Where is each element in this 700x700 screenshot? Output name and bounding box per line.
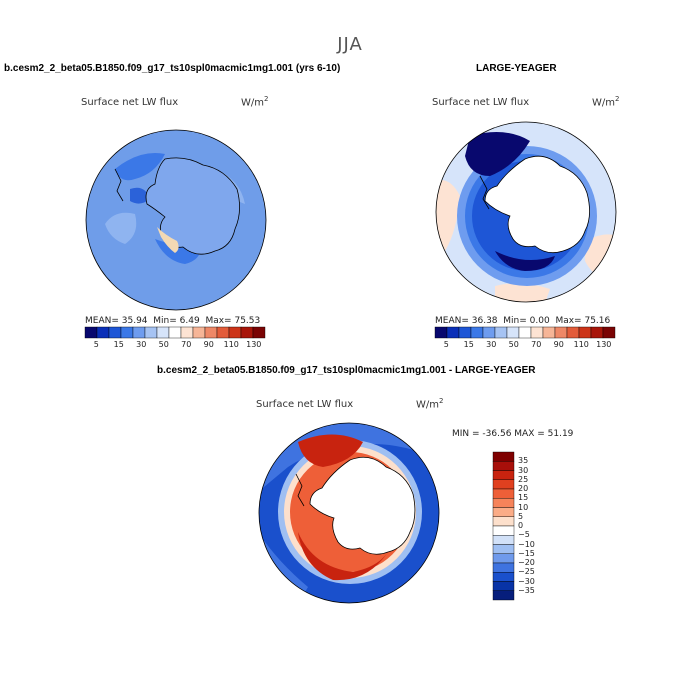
- colorbar-tick-label: 5: [93, 340, 99, 349]
- colorbar-tick-label: 130: [596, 340, 612, 349]
- diff-colorbar: [492, 451, 515, 601]
- colorbar-swatch: [156, 326, 170, 339]
- colorbar-swatch: [566, 326, 580, 339]
- colorbar-swatch: [590, 326, 604, 339]
- colorbar-swatch: [240, 326, 254, 339]
- colorbar-swatch: [168, 326, 182, 339]
- colorbar-swatch: [506, 326, 520, 339]
- colorbar-swatch: [492, 507, 515, 517]
- colorbar-tick-label: −30: [518, 576, 535, 586]
- colorbar-tick-label: 90: [553, 340, 564, 349]
- colorbar-tick-label: 5: [443, 340, 449, 349]
- colorbar-tick-label: −35: [518, 585, 535, 595]
- colorbar-swatch: [492, 562, 515, 573]
- diff-stats: MIN = -36.56 MAX = 51.19: [452, 429, 574, 439]
- colorbar-swatch: [492, 479, 515, 490]
- colorbar-swatch: [492, 590, 515, 601]
- diff-map: [258, 422, 440, 604]
- right-stats: MEAN= 36.38 Min= 0.00 Max= 75.16: [435, 316, 611, 326]
- diff-colorbar-labels: 35 30 25 20 15 10 5 0 −5 −10 −15 −20 −25 −30 −35: [518, 452, 558, 600]
- left-panel-title: b.cesm2_2_beta05.B1850.f09_g17_ts10spl0m…: [4, 63, 341, 74]
- colorbar-tick-label: −20: [518, 558, 535, 567]
- colorbar-swatch: [530, 326, 544, 339]
- colorbar-tick-label: 30: [518, 465, 529, 475]
- colorbar-tick-label: 30: [136, 340, 147, 349]
- right-units-label: W/m2: [592, 95, 620, 109]
- left-variable-label: Surface net LW flux: [81, 97, 179, 108]
- colorbar-swatch: [602, 326, 616, 339]
- colorbar-tick-label: 110: [223, 340, 239, 349]
- colorbar-tick-label: −5: [518, 530, 530, 540]
- colorbar-tick-label: −10: [518, 539, 535, 549]
- colorbar-tick-label: −15: [518, 548, 535, 558]
- colorbar-swatch: [96, 326, 110, 339]
- colorbar-tick-label: 50: [508, 340, 519, 349]
- diff-panel-title: b.cesm2_2_beta05.B1850.f09_g17_ts10spl0m…: [157, 365, 536, 376]
- colorbar-swatch: [204, 326, 218, 339]
- colorbar-tick-label: 110: [573, 340, 589, 349]
- right-variable-label: Surface net LW flux: [432, 97, 530, 108]
- colorbar-swatch: [492, 498, 515, 508]
- colorbar-swatch: [84, 326, 98, 339]
- colorbar-swatch: [180, 326, 194, 339]
- colorbar-tick-label: 70: [531, 340, 542, 349]
- main-title: JJA: [337, 34, 363, 55]
- right-colorbar-labels: 5 15 30 50 70 90 110 130: [435, 340, 615, 352]
- colorbar-tick-label: 130: [246, 340, 262, 349]
- colorbar-tick-label: 90: [203, 340, 214, 349]
- colorbar-swatch: [434, 326, 448, 339]
- colorbar-swatch: [492, 535, 515, 545]
- colorbar-tick-label: −25: [518, 567, 535, 577]
- colorbar-swatch: [470, 326, 484, 339]
- colorbar-tick-label: 15: [113, 340, 124, 349]
- colorbar-swatch: [108, 326, 122, 339]
- diff-variable-label: Surface net LW flux: [256, 399, 354, 410]
- colorbar-swatch: [492, 470, 515, 480]
- colorbar-swatch: [492, 553, 515, 564]
- colorbar-swatch: [542, 326, 556, 339]
- colorbar-tick-label: 20: [518, 484, 529, 493]
- right-colorbar: [434, 326, 616, 339]
- colorbar-tick-label: 50: [158, 340, 169, 349]
- colorbar-tick-label: 0: [518, 521, 524, 530]
- colorbar-swatch: [192, 326, 206, 339]
- colorbar-swatch: [492, 525, 515, 536]
- left-colorbar: [84, 326, 266, 339]
- colorbar-swatch: [492, 516, 515, 527]
- colorbar-tick-label: 25: [518, 474, 529, 484]
- colorbar-swatch: [492, 461, 515, 471]
- diff-units-label: W/m2: [416, 397, 444, 411]
- colorbar-swatch: [144, 326, 158, 339]
- colorbar-tick-label: 10: [518, 502, 529, 512]
- colorbar-swatch: [554, 326, 568, 339]
- left-colorbar-labels: 5 15 30 50 70 90 110 130: [85, 340, 265, 352]
- left-map: [85, 129, 267, 311]
- colorbar-swatch: [132, 326, 146, 339]
- colorbar-swatch: [494, 326, 508, 339]
- colorbar-swatch: [492, 572, 515, 582]
- left-stats: MEAN= 35.94 Min= 6.49 Max= 75.53: [85, 316, 261, 326]
- colorbar-swatch: [578, 326, 592, 339]
- colorbar-tick-label: 15: [518, 493, 529, 503]
- colorbar-swatch: [492, 451, 515, 462]
- colorbar-tick-label: 5: [518, 511, 524, 521]
- colorbar-swatch: [492, 488, 515, 499]
- colorbar-swatch: [216, 326, 230, 339]
- right-map: [435, 121, 617, 303]
- colorbar-swatch: [482, 326, 496, 339]
- colorbar-swatch: [492, 581, 515, 591]
- left-units-label: W/m2: [241, 95, 269, 109]
- colorbar-swatch: [252, 326, 266, 339]
- colorbar-tick-label: 70: [181, 340, 192, 349]
- right-panel-title: LARGE-YEAGER: [476, 63, 557, 74]
- colorbar-swatch: [120, 326, 134, 339]
- colorbar-swatch: [458, 326, 472, 339]
- colorbar-tick-label: 35: [518, 456, 529, 466]
- colorbar-swatch: [446, 326, 460, 339]
- colorbar-tick-label: 15: [463, 340, 474, 349]
- colorbar-swatch: [518, 326, 532, 339]
- colorbar-swatch: [228, 326, 242, 339]
- colorbar-swatch: [492, 544, 515, 554]
- colorbar-tick-label: 30: [486, 340, 497, 349]
